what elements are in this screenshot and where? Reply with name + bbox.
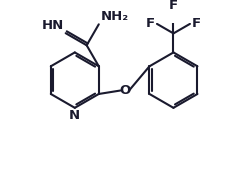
Text: F: F [169, 0, 178, 12]
Text: F: F [192, 17, 201, 30]
Text: HN: HN [42, 19, 64, 32]
Text: NH₂: NH₂ [100, 10, 129, 23]
Text: F: F [146, 17, 155, 30]
Text: O: O [119, 84, 130, 97]
Text: N: N [69, 109, 80, 122]
